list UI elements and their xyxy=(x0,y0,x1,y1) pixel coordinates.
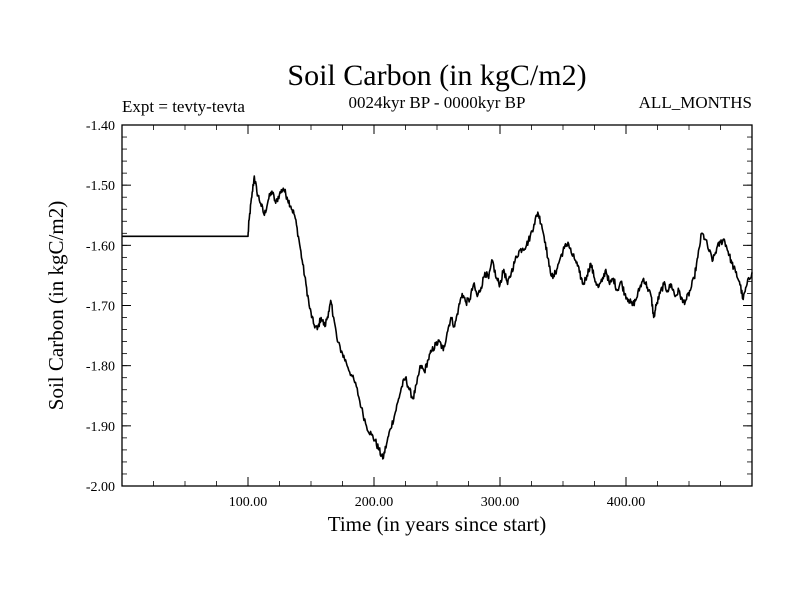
x-tick-label: 300.00 xyxy=(481,495,520,510)
y-tick-label: -1.90 xyxy=(86,420,115,435)
series-line-0 xyxy=(122,175,753,460)
y-axis-label: Soil Carbon (in kgC/m2) xyxy=(44,201,68,410)
chart-subtitle: 0024kyr BP - 0000kyr BP xyxy=(349,93,526,112)
months-label: ALL_MONTHS xyxy=(639,93,752,112)
ticks-group: -1.40 -1.50 -1.60 -1.70 -1.80 -1.90 -2.00 100.0… xyxy=(86,119,752,510)
series-group xyxy=(122,175,753,460)
y-tick-label: -1.80 xyxy=(86,360,115,375)
y-tick-label: -1.60 xyxy=(86,239,115,254)
x-tick-label: 200.00 xyxy=(355,495,394,510)
y-tick-label: -1.70 xyxy=(86,300,115,315)
y-tick-label: -1.50 xyxy=(86,179,115,194)
x-tick-label: 100.00 xyxy=(229,495,268,510)
y-tick-label: -1.40 xyxy=(86,119,115,134)
plot-frame xyxy=(121,124,753,487)
x-tick-label: 400.00 xyxy=(607,495,646,510)
chart-title: Soil Carbon (in kgC/m2) xyxy=(287,59,586,92)
experiment-label: Expt = tevty-tevta xyxy=(122,97,245,116)
x-axis-label: Time (in years since start) xyxy=(328,512,547,536)
y-tick-label: -2.00 xyxy=(86,480,115,495)
